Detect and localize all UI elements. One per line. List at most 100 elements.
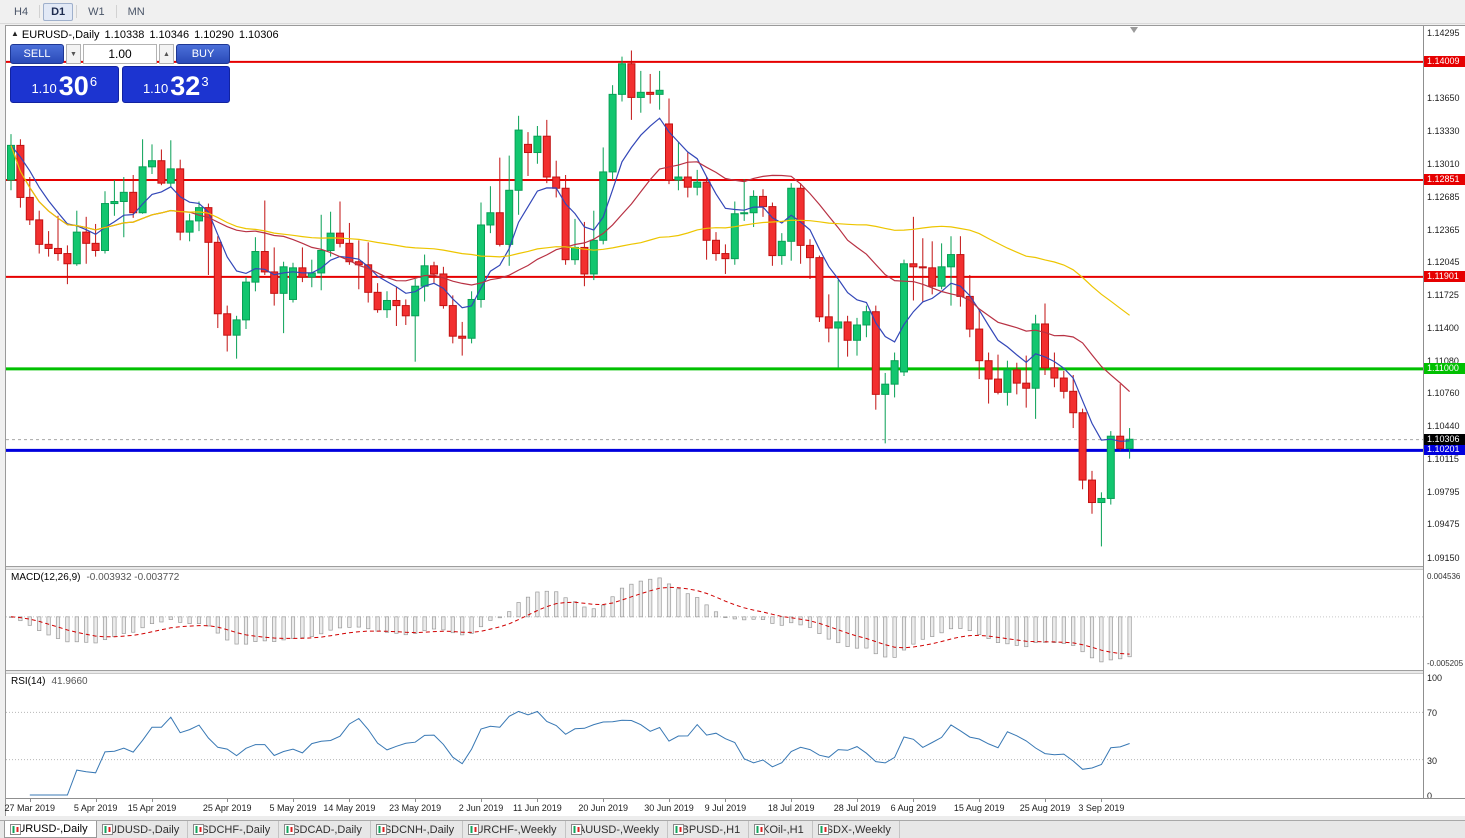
macd-axis-max-label: 0.004536 (1427, 572, 1461, 581)
macd-label: MACD(12,26,9) -0.003932 -0.003772 (11, 572, 179, 583)
macd-indicator-plot[interactable] (6, 570, 1423, 670)
chart-tab-bar: EURUSD-,Daily AUDUSD-,Daily USDCHF-,Daily U… (0, 820, 1465, 838)
price-tick-label: 1.12365 (1427, 224, 1460, 235)
sell-price-button[interactable]: 1.10 30 6 (10, 66, 119, 103)
buy-price-pip: 3 (201, 74, 209, 89)
sell-button[interactable]: SELL (10, 44, 64, 64)
moving-averages-layer (10, 117, 1131, 442)
toolbar-separator (76, 5, 78, 18)
timeframe-button-w1[interactable]: W1 (88, 5, 105, 18)
price-axis-separator (1423, 26, 1424, 798)
chart-tab-icon (754, 824, 766, 835)
rsi-label: RSI(14) 41.9660 (11, 676, 88, 687)
chart-tab-gbpusd[interactable]: GBPUSD-,H1 (667, 821, 750, 838)
horizontal-scrollbar[interactable] (0, 816, 1465, 820)
chart-tab-label: EURCHF-,Weekly (468, 823, 557, 836)
toolbar-separator (115, 5, 117, 18)
legend-open: 1.10338 (104, 29, 145, 41)
date-tick (29, 799, 31, 802)
date-label: 20 Jun 2019 (578, 803, 628, 813)
date-axis[interactable]: 27 Mar 2019 5 Apr 2019 15 Apr 2019 25 Apr 2… (5, 798, 1465, 816)
chart-tab-label: AUDUSD-,Daily (101, 823, 180, 836)
price-axis[interactable]: 1.14295 1.13650 1.13330 1.13010 1.12685 1.123… (1424, 26, 1465, 801)
rsi-indicator-plot[interactable] (6, 674, 1423, 798)
date-label: 14 May 2019 (323, 803, 376, 813)
price-tick-label: 1.09795 (1427, 486, 1460, 497)
price-tick-label: 1.14295 (1427, 27, 1460, 38)
rsi-line (29, 710, 1130, 796)
legend-high: 1.10346 (149, 29, 190, 41)
chart-tab-audusd[interactable]: AUDUSD-,Daily (96, 821, 189, 838)
buy-price-base: 1.10 (142, 81, 169, 96)
timeframe-button-mn[interactable]: MN (127, 5, 145, 18)
date-tick (349, 799, 351, 802)
rsi-window-splitter[interactable] (6, 670, 1465, 674)
volume-input[interactable]: 1.00 (83, 44, 157, 64)
chart-tab-usdx[interactable]: USDX-,Weekly (812, 821, 900, 838)
chart-legend: ▲ EURUSD-,Daily 1.10338 1.10346 1.10290 1.103… (11, 29, 284, 41)
chart-tab-label: UKOil-,H1 (754, 823, 804, 836)
buy-price-button[interactable]: 1.10 32 3 (121, 66, 230, 103)
price-tick-label: 1.10760 (1427, 388, 1460, 399)
candles-layer (7, 50, 1134, 547)
chart-shift-marker-icon[interactable] (1130, 27, 1138, 33)
price-tick-label: 1.11725 (1427, 289, 1459, 300)
date-label: 15 Apr 2019 (127, 803, 177, 813)
date-tick (913, 799, 915, 802)
chart-tab-usdcnh[interactable]: USDCNH-,Daily (370, 821, 464, 838)
date-tick (293, 799, 294, 802)
legend-low: 1.10290 (194, 29, 234, 41)
chart-symbol-period: EURUSD-,Daily (21, 29, 100, 41)
timeframe-button-d1[interactable]: D1 (43, 2, 74, 21)
chart-tab-icon (10, 823, 21, 835)
chart-tab-icon (101, 824, 113, 835)
rsi-title: RSI(14) (11, 676, 46, 687)
date-label: 15 Aug 2019 (953, 803, 1005, 813)
date-label: 28 Jul 2019 (833, 803, 881, 813)
chart-tab-icon (672, 824, 684, 835)
date-tick (725, 799, 727, 802)
price-tick-label: 1.13330 (1427, 126, 1460, 137)
price-tick-label: 1.09150 (1427, 552, 1460, 563)
chart-tab-xauusd[interactable]: XAUUSD-,Weekly (565, 821, 668, 838)
macd-values: -0.003932 -0.003772 (86, 572, 180, 583)
chart-tab-usdcad[interactable]: USDCAD-,Daily (279, 821, 371, 838)
price-tick-label: 1.12685 (1427, 191, 1460, 202)
volume-increase-button[interactable]: ▲ (159, 44, 174, 64)
macd-window-splitter[interactable] (6, 566, 1465, 570)
chart-tab-ukoil[interactable]: UKOil-,H1 (749, 821, 813, 838)
sell-price-base: 1.10 (31, 81, 57, 96)
macd-axis-min-label: -0.005205 (1427, 659, 1464, 668)
level-price-label: 1.10201 (1424, 444, 1465, 456)
macd-title: MACD(12,26,9) (11, 572, 81, 583)
date-tick (857, 799, 858, 802)
chart-tab-label: GBPUSD-,H1 (672, 823, 741, 836)
horizontal-levels-layer (6, 60, 1423, 452)
date-label: 2 Jun 2019 (458, 803, 504, 813)
one-click-toggle-icon[interactable]: ▲ (11, 29, 19, 38)
date-tick (791, 799, 793, 802)
timeframe-button-h4[interactable]: H4 (14, 5, 29, 18)
volume-decrease-button[interactable]: ▼ (66, 44, 81, 64)
buy-price-main: 32 (170, 71, 201, 101)
one-click-trading-panel: SELL ▼ 1.00 ▲ BUY 1.10 30 6 1.10 32 3 (10, 44, 230, 103)
level-price-label: 1.11901 (1424, 270, 1465, 282)
date-label: 27 Mar 2019 (4, 803, 56, 813)
price-tick-label: 1.13010 (1427, 158, 1460, 169)
date-label: 9 Jul 2019 (704, 803, 747, 813)
main-chart-plot[interactable] (6, 26, 1423, 566)
toolbar-separator (39, 5, 41, 18)
date-label: 18 Jul 2019 (767, 803, 815, 813)
date-label: 5 Apr 2019 (73, 803, 118, 813)
chart-tab-label: USDCHF-,Daily (193, 823, 271, 836)
sell-price-main: 30 (58, 71, 89, 101)
chart-tab-eurusd[interactable]: EURUSD-,Daily (4, 821, 97, 838)
chart-tab-eurchf[interactable]: EURCHF-,Weekly (463, 821, 566, 838)
buy-button[interactable]: BUY (176, 44, 230, 64)
legend-close: 1.10306 (238, 29, 279, 41)
chart-tab-icon (193, 824, 205, 835)
date-tick (415, 799, 417, 802)
chart-tab-icon (817, 824, 829, 835)
date-label: 6 Aug 2019 (890, 803, 937, 813)
chart-tab-usdchf[interactable]: USDCHF-,Daily (188, 821, 280, 838)
